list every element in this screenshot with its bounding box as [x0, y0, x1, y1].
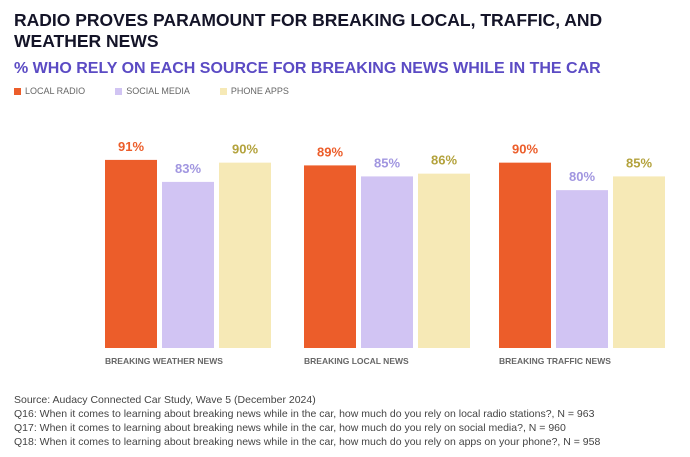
chart-title: % WHO RELY ON EACH SOURCE FOR BREAKING N… [14, 60, 601, 77]
data-label: 80% [569, 169, 595, 184]
bar-local-radio [105, 159, 157, 348]
legend-swatch [14, 87, 21, 95]
legend-item-phone-apps: PHONE APPS [219, 86, 289, 96]
legend-swatch [115, 87, 123, 95]
bar-local-radio [499, 162, 551, 348]
footnotes: Source: Audacy Connected Car Study, Wave… [14, 393, 600, 449]
data-label: 85% [374, 155, 400, 170]
category-label: BREAKING TRAFFIC NEWS [499, 356, 611, 366]
data-label: 86% [431, 153, 457, 168]
legend-label: PHONE APPS [230, 86, 289, 96]
footnote-q18: Q18: When it comes to learning about bre… [14, 436, 601, 448]
data-label: 90% [232, 142, 258, 157]
legend-label: SOCIAL MEDIA [126, 86, 190, 96]
slide-title: RADIO PROVES PARAMOUNT FOR BREAKING LOCA… [14, 10, 603, 51]
bar-phone-apps [219, 162, 271, 348]
legend-swatch [219, 87, 227, 95]
category-label: BREAKING WEATHER NEWS [105, 356, 223, 366]
legend: LOCAL RADIO SOCIAL MEDIA PHONE APPS [14, 86, 289, 96]
legend-label: LOCAL RADIO [25, 86, 86, 96]
category-label: BREAKING LOCAL NEWS [304, 356, 409, 366]
data-label: 85% [626, 155, 652, 170]
footnote-q17: Q17: When it comes to learning about bre… [14, 422, 566, 434]
footnote-q16: Q16: When it comes to learning about bre… [14, 408, 595, 420]
legend-item-local-radio: LOCAL RADIO [14, 86, 85, 96]
bar-local-radio [304, 165, 356, 348]
data-label: 89% [317, 144, 343, 159]
bar-social-media [361, 176, 413, 348]
bar-social-media [162, 181, 214, 348]
source-note: Source: Audacy Connected Car Study, Wave… [14, 394, 316, 406]
bar-phone-apps [418, 173, 470, 348]
legend-item-social-media: SOCIAL MEDIA [115, 86, 190, 96]
data-label: 90% [512, 142, 538, 157]
data-label: 91% [118, 139, 144, 154]
bar-social-media [556, 190, 608, 348]
data-label: 83% [175, 161, 201, 176]
bar-phone-apps [613, 176, 665, 348]
